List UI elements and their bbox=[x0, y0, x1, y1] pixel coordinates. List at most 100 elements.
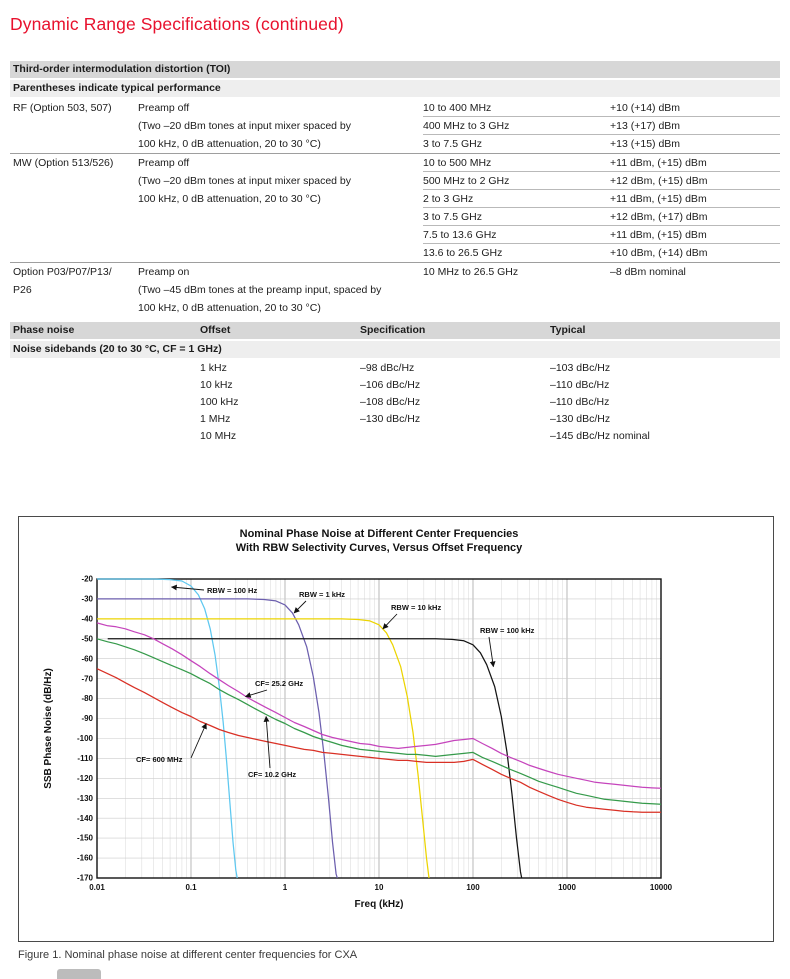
offset-value: 10 MHz bbox=[200, 430, 237, 442]
svg-text:-110: -110 bbox=[77, 754, 93, 763]
phase-noise-subheader: Noise sidebands (20 to 30 °C, CF = 1 GHz… bbox=[10, 341, 780, 358]
offset-value: 10 kHz bbox=[200, 379, 233, 391]
spec-value: +13 (+15) dBm bbox=[610, 138, 681, 150]
toi-conditions: Preamp off (Two –20 dBm tones at input m… bbox=[138, 154, 423, 262]
chart-title-line1: Nominal Phase Noise at Different Center … bbox=[239, 528, 519, 540]
spec-value: +12 dBm, (+17) dBm bbox=[610, 211, 708, 223]
svg-text:-170: -170 bbox=[77, 874, 94, 883]
spec-row: 500 MHz to 2 GHz +12 dBm, (+15) dBm bbox=[423, 172, 780, 190]
phase-noise-row: 10 kHz –106 dBc/Hz –110 dBc/Hz bbox=[10, 377, 780, 394]
svg-text:Freq (kHz): Freq (kHz) bbox=[355, 899, 404, 910]
toi-section: Third-order intermodulation distortion (… bbox=[10, 61, 780, 317]
spec-value bbox=[360, 428, 550, 445]
empty-cell bbox=[13, 394, 200, 411]
phase-noise-section: Phase noise Offset Specification Typical… bbox=[10, 322, 780, 445]
option-label-line: RF (Option 503, 507) bbox=[13, 102, 112, 114]
freq-range: 2 to 3 GHz bbox=[423, 193, 474, 205]
toi-conditions: Preamp on (Two –45 dBm tones at the prea… bbox=[138, 263, 423, 317]
freq-range: 400 MHz to 3 GHz bbox=[423, 120, 510, 132]
typical-value: –110 dBc/Hz bbox=[550, 379, 610, 391]
svg-text:100: 100 bbox=[466, 883, 480, 892]
empty-cell bbox=[13, 360, 200, 377]
spec-value: –8 dBm nominal bbox=[610, 266, 686, 278]
footer-tab bbox=[57, 969, 101, 979]
empty-cell bbox=[13, 428, 200, 445]
toi-spec-rows: 10 to 500 MHz +11 dBm, (+15) dBm 500 MHz… bbox=[423, 154, 780, 262]
phase-noise-row: 10 MHz –145 dBc/Hz nominal bbox=[10, 428, 780, 445]
toi-group-preamp: Option P03/P07/P13/ P26 Preamp on (Two –… bbox=[10, 262, 780, 317]
toi-conditions: Preamp off (Two –20 dBm tones at input m… bbox=[138, 99, 423, 153]
svg-text:-50: -50 bbox=[81, 634, 93, 643]
option-label-line: Option P03/P07/P13/ bbox=[13, 266, 112, 278]
spec-row: 10 to 500 MHz +11 dBm, (+15) dBm bbox=[423, 154, 780, 172]
freq-range: 3 to 7.5 GHz bbox=[423, 138, 482, 150]
toi-spec-rows: 10 to 400 MHz +10 (+14) dBm 400 MHz to 3… bbox=[423, 99, 780, 153]
svg-text:-160: -160 bbox=[77, 854, 94, 863]
freq-range: 10 MHz to 26.5 GHz bbox=[423, 266, 519, 278]
spec-value: +10 dBm, (+14) dBm bbox=[610, 247, 708, 259]
svg-text:RBW = 10 kHz: RBW = 10 kHz bbox=[391, 603, 441, 612]
spec-row: 10 to 400 MHz +10 (+14) dBm bbox=[423, 99, 780, 117]
spec-row: 3 to 7.5 GHz +13 (+15) dBm bbox=[423, 135, 780, 153]
svg-text:-30: -30 bbox=[81, 595, 93, 604]
spec-value: +10 (+14) dBm bbox=[610, 102, 681, 114]
col-header-specification: Specification bbox=[360, 324, 426, 336]
typical-value: –145 dBc/Hz nominal bbox=[550, 430, 650, 442]
condition-line: Preamp off bbox=[138, 157, 190, 169]
figure-box: Nominal Phase Noise at Different Center … bbox=[18, 516, 774, 942]
offset-value: 1 kHz bbox=[200, 362, 227, 374]
svg-text:-150: -150 bbox=[77, 834, 94, 843]
freq-range: 7.5 to 13.6 GHz bbox=[423, 229, 497, 241]
freq-range: 13.6 to 26.5 GHz bbox=[423, 247, 503, 259]
svg-text:0.1: 0.1 bbox=[185, 883, 197, 892]
spec-value: +11 dBm, (+15) dBm bbox=[610, 157, 707, 169]
col-header-offset: Offset bbox=[200, 324, 231, 336]
phase-noise-row: 1 kHz –98 dBc/Hz –103 dBc/Hz bbox=[10, 360, 780, 377]
svg-text:-90: -90 bbox=[81, 714, 93, 723]
toi-section-note: Parentheses indicate typical performance bbox=[10, 80, 780, 97]
condition-line: 100 kHz, 0 dB attenuation, 20 to 30 °C) bbox=[138, 193, 321, 205]
phase-noise-row: 100 kHz –108 dBc/Hz –110 dBc/Hz bbox=[10, 394, 780, 411]
spec-row: 7.5 to 13.6 GHz +11 dBm, (+15) dBm bbox=[423, 226, 780, 244]
phase-noise-chart: -20 -30 -40 -50 -60 -70 -80 -90 -100 -110 -120 -130… bbox=[43, 575, 673, 910]
freq-range: 500 MHz to 2 GHz bbox=[423, 175, 510, 187]
offset-value: 100 kHz bbox=[200, 396, 239, 408]
svg-text:-80: -80 bbox=[81, 694, 93, 703]
spec-value: –98 dBc/Hz bbox=[360, 362, 415, 374]
condition-line: (Two –20 dBm tones at input mixer spaced… bbox=[138, 175, 352, 187]
svg-text:RBW = 100 Hz: RBW = 100 Hz bbox=[207, 586, 257, 595]
spec-row: 2 to 3 GHz +11 dBm, (+15) dBm bbox=[423, 190, 780, 208]
spec-row: 3 to 7.5 GHz +12 dBm, (+17) dBm bbox=[423, 208, 780, 226]
typical-value: –110 dBc/Hz bbox=[550, 396, 610, 408]
condition-line: Preamp off bbox=[138, 102, 190, 114]
empty-cell bbox=[13, 411, 200, 428]
svg-text:RBW = 1 kHz: RBW = 1 kHz bbox=[299, 590, 345, 599]
col-header-typical: Typical bbox=[550, 324, 586, 336]
svg-text:-120: -120 bbox=[77, 774, 94, 783]
svg-text:CF= 600 MHz: CF= 600 MHz bbox=[136, 755, 183, 764]
toi-option-label: Option P03/P07/P13/ P26 bbox=[10, 263, 138, 317]
svg-text:SSB Phase Noise (dB/Hz): SSB Phase Noise (dB/Hz) bbox=[43, 668, 54, 789]
toi-option-label: RF (Option 503, 507) bbox=[10, 99, 138, 153]
spec-value: +13 (+17) dBm bbox=[610, 120, 681, 132]
svg-text:0.01: 0.01 bbox=[89, 883, 105, 892]
chart-title-line2: With RBW Selectivity Curves, Versus Offs… bbox=[235, 542, 523, 554]
svg-text:RBW = 100 kHz: RBW = 100 kHz bbox=[480, 626, 535, 635]
col-header-phase-noise: Phase noise bbox=[13, 324, 75, 336]
condition-line: 100 kHz, 0 dB attenuation, 20 to 30 °C) bbox=[138, 138, 321, 150]
phase-noise-row: 1 MHz –130 dBc/Hz –130 dBc/Hz bbox=[10, 411, 780, 428]
svg-text:1000: 1000 bbox=[558, 883, 576, 892]
spec-value: +11 dBm, (+15) dBm bbox=[610, 193, 707, 205]
spec-value: +12 dBm, (+15) dBm bbox=[610, 175, 708, 187]
spec-row: 400 MHz to 3 GHz +13 (+17) dBm bbox=[423, 117, 780, 135]
figure-caption: Figure 1. Nominal phase noise at differe… bbox=[18, 949, 358, 961]
typical-value: –130 dBc/Hz bbox=[550, 413, 611, 425]
spec-value: +11 dBm, (+15) dBm bbox=[610, 229, 707, 241]
page-title: Dynamic Range Specifications (continued) bbox=[10, 14, 344, 34]
spec-row: 13.6 to 26.5 GHz +10 dBm, (+14) dBm bbox=[423, 244, 780, 262]
freq-range: 10 to 400 MHz bbox=[423, 102, 492, 114]
toi-group-mw: MW (Option 513/526) Preamp off (Two –20 … bbox=[10, 153, 780, 262]
condition-line: Preamp on bbox=[138, 266, 190, 278]
spec-value: –130 dBc/Hz bbox=[360, 413, 421, 425]
svg-text:1: 1 bbox=[283, 883, 288, 892]
